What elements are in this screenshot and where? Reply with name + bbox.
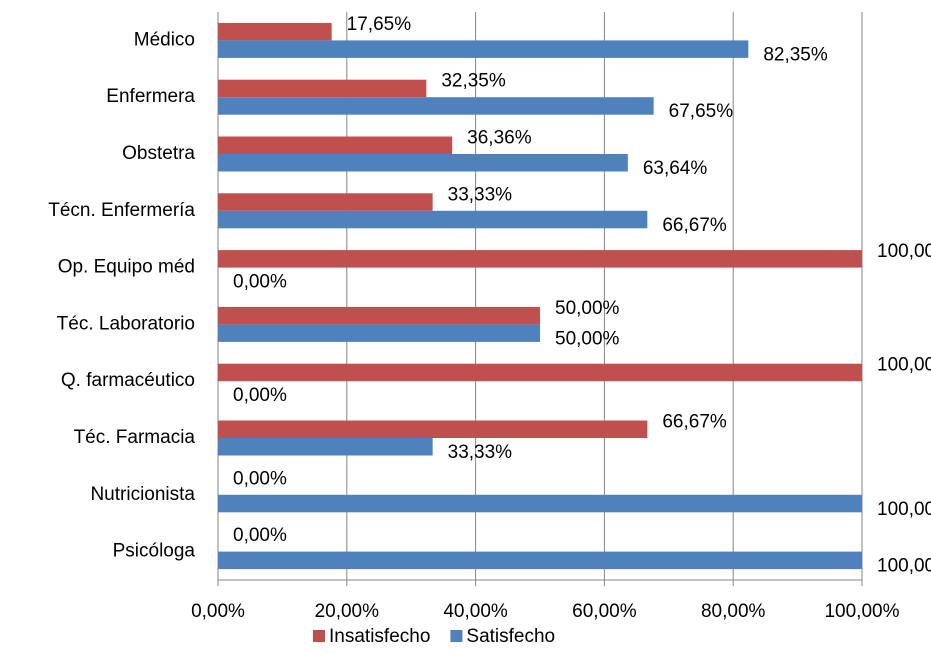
value-label: 0,00% <box>233 272 287 293</box>
bar <box>218 154 628 172</box>
value-label: 63,64% <box>643 158 708 179</box>
bar <box>218 420 648 438</box>
value-label: 0,00% <box>233 468 287 489</box>
bar <box>218 250 862 268</box>
x-tick-label: 60,00% <box>572 601 637 622</box>
bar <box>218 210 648 229</box>
x-tick-label: 0,00% <box>191 601 245 622</box>
legend-swatch <box>313 630 325 642</box>
legend-swatch <box>450 630 463 642</box>
value-label: 32,35% <box>441 71 506 92</box>
bar <box>218 79 427 98</box>
value-label: 0,00% <box>233 525 287 546</box>
value-label: 100,00% <box>877 499 931 520</box>
y-tick-label: Op. Equipo méd <box>58 257 195 278</box>
x-tick-label: 40,00% <box>443 601 508 622</box>
bar <box>218 494 862 513</box>
value-label: 82,35% <box>763 44 828 65</box>
value-label: 100,00% <box>877 556 931 577</box>
value-label: 33,33% <box>448 442 513 463</box>
value-label: 66,67% <box>662 412 727 433</box>
value-label: 36,36% <box>467 128 532 149</box>
bar <box>218 324 540 342</box>
bar <box>218 438 433 456</box>
value-label: 50,00% <box>555 328 620 349</box>
y-tick-label: Téc. Laboratorio <box>57 313 195 334</box>
legend-label: Insatisfecho <box>329 626 430 647</box>
value-label: 33,33% <box>448 184 513 205</box>
y-tick-label: Obstetra <box>122 143 195 164</box>
value-label: 0,00% <box>233 385 287 406</box>
x-tick-label: 100,00% <box>824 601 899 622</box>
bar <box>218 363 862 382</box>
legend-label: Satisfecho <box>466 626 555 647</box>
value-label: 67,65% <box>669 101 734 122</box>
y-tick-label: Nutricionista <box>90 484 195 505</box>
x-tick-label: 80,00% <box>701 601 766 622</box>
bar <box>218 22 332 41</box>
y-tick-label: Enfermera <box>106 86 195 107</box>
y-tick-label: Médico <box>134 29 195 50</box>
bar <box>218 193 433 211</box>
bar <box>218 40 749 58</box>
value-label: 50,00% <box>555 298 620 319</box>
x-tick-label: 20,00% <box>315 601 380 622</box>
value-label: 100,00% <box>877 355 931 376</box>
value-label: 66,67% <box>662 215 727 236</box>
y-tick-label: Psicóloga <box>113 541 196 562</box>
y-tick-label: Téc. Farmacia <box>74 427 196 448</box>
bar <box>218 136 453 154</box>
bar <box>218 551 862 570</box>
bar <box>218 97 654 115</box>
bar <box>218 306 540 325</box>
value-label: 17,65% <box>347 14 412 35</box>
y-tick-label: Q. farmacéutico <box>61 370 195 391</box>
y-tick-label: Técn. Enfermería <box>48 200 195 221</box>
value-label: 100,00% <box>877 241 931 262</box>
